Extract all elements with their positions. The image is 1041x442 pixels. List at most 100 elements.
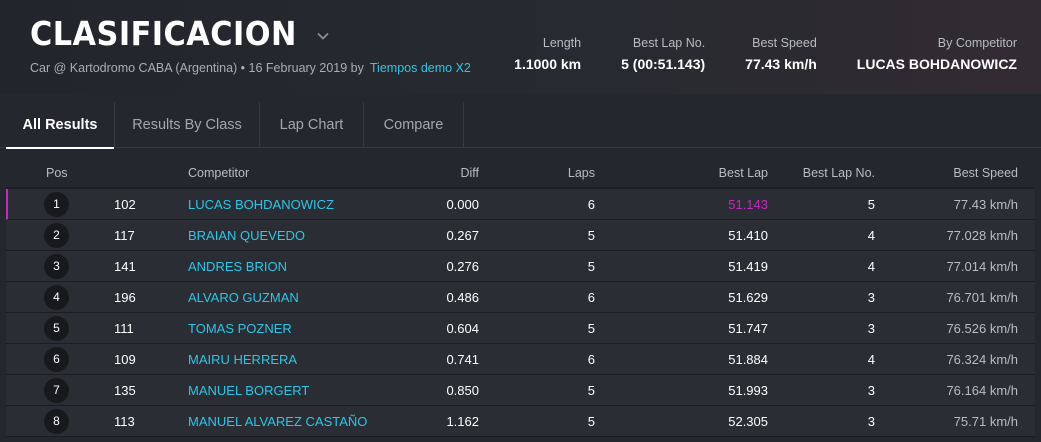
stat-value: 5 (00:51.143) bbox=[621, 56, 706, 72]
best-lap-no-value: 4 bbox=[867, 259, 875, 274]
best-lap-value: 51.143 bbox=[728, 197, 768, 212]
competitor-link[interactable]: TOMAS POZNER bbox=[188, 321, 292, 336]
diff-value: 0.741 bbox=[446, 352, 479, 367]
organizer-link[interactable]: Tiempos demo X2 bbox=[369, 61, 471, 75]
competitor-link[interactable]: ANDRES BRION bbox=[188, 259, 287, 274]
stat-by-competitor: By Competitor LUCAS BOHDANOWICZ bbox=[857, 36, 1017, 72]
stat-label: Best Speed bbox=[752, 36, 817, 50]
stat-label: Length bbox=[542, 36, 582, 50]
column-header-laps[interactable]: Laps bbox=[567, 166, 595, 180]
position-badge: 2 bbox=[44, 223, 69, 248]
diff-value: 0.276 bbox=[446, 259, 479, 274]
best-lap-value: 52.305 bbox=[728, 414, 768, 429]
best-lap-no-value: 4 bbox=[867, 228, 875, 243]
best-lap-value: 51.629 bbox=[728, 290, 768, 305]
session-header: CLASIFICACION Car @ Kartodromo CABA (Arg… bbox=[0, 0, 1041, 94]
laps-value: 5 bbox=[587, 414, 595, 429]
table-row[interactable]: 8 113 MANUEL ALVAREZ CASTAÑO 1.162 5 52.… bbox=[6, 406, 1035, 437]
position-badge: 8 bbox=[44, 409, 69, 434]
position-badge: 7 bbox=[44, 378, 69, 403]
table-row[interactable]: 6 109 MAIRU HERRERA 0.741 6 51.884 4 76.… bbox=[6, 344, 1035, 375]
best-lap-value: 51.419 bbox=[728, 259, 768, 274]
tab-bar: All Results Results By Class Lap Chart C… bbox=[0, 94, 1041, 149]
best-speed-value: 76.526 km/h bbox=[946, 321, 1018, 336]
competitor-link[interactable]: ALVARO GUZMAN bbox=[188, 290, 299, 305]
kart-number: 196 bbox=[114, 290, 136, 305]
column-header-best-speed[interactable]: Best Speed bbox=[953, 166, 1018, 180]
stat-label: By Competitor bbox=[937, 36, 1017, 50]
best-lap-value: 51.884 bbox=[728, 352, 768, 367]
best-lap-no-value: 3 bbox=[867, 414, 875, 429]
stat-value: 1.1000 km bbox=[514, 56, 582, 72]
stat-best-lap-no: Best Lap No. 5 (00:51.143) bbox=[621, 36, 705, 72]
best-speed-value: 77.028 km/h bbox=[946, 228, 1018, 243]
best-speed-value: 77.43 km/h bbox=[953, 197, 1018, 212]
diff-value: 0.604 bbox=[446, 321, 479, 336]
stat-best-speed: Best Speed 77.43 km/h bbox=[745, 36, 817, 72]
position-badge: 6 bbox=[44, 347, 69, 372]
stat-label: Best Lap No. bbox=[632, 36, 706, 50]
laps-value: 6 bbox=[587, 197, 595, 212]
session-subtitle: Car @ Kartodromo CABA (Argentina) • 16 F… bbox=[30, 61, 471, 75]
diff-value: 0.850 bbox=[446, 383, 479, 398]
session-stats: Length 1.1000 km Best Lap No. 5 (00:51.1… bbox=[514, 36, 1017, 72]
best-lap-no-value: 3 bbox=[867, 383, 875, 398]
best-lap-no-value: 5 bbox=[867, 197, 875, 212]
best-speed-value: 76.701 km/h bbox=[946, 290, 1018, 305]
best-lap-no-value: 3 bbox=[867, 321, 875, 336]
kart-number: 111 bbox=[114, 321, 134, 336]
kart-number: 109 bbox=[114, 352, 136, 367]
laps-value: 5 bbox=[587, 383, 595, 398]
kart-number: 113 bbox=[114, 414, 135, 429]
tab-compare[interactable]: Compare bbox=[364, 102, 464, 148]
table-row[interactable]: 4 196 ALVARO GUZMAN 0.486 6 51.629 3 76.… bbox=[6, 282, 1035, 313]
page-title: CLASIFICACION bbox=[30, 14, 297, 53]
best-lap-no-value: 4 bbox=[867, 352, 875, 367]
stat-value: LUCAS BOHDANOWICZ bbox=[856, 56, 1017, 72]
column-header-best-lap[interactable]: Best Lap bbox=[718, 166, 768, 180]
laps-value: 6 bbox=[587, 290, 595, 305]
kart-number: 117 bbox=[114, 228, 135, 243]
table-row[interactable]: 1 102 LUCAS BOHDANOWICZ 0.000 6 51.143 5… bbox=[6, 189, 1035, 220]
column-header-best-lap-no[interactable]: Best Lap No. bbox=[802, 166, 875, 180]
position-badge: 5 bbox=[44, 316, 69, 341]
diff-value: 1.162 bbox=[446, 414, 479, 429]
stat-value: 77.43 km/h bbox=[745, 56, 817, 72]
kart-number: 102 bbox=[114, 197, 136, 212]
position-badge: 3 bbox=[44, 254, 69, 279]
tab-lap-chart[interactable]: Lap Chart bbox=[260, 102, 364, 148]
tab-results-by-class[interactable]: Results By Class bbox=[115, 102, 260, 148]
best-lap-value: 51.410 bbox=[728, 228, 768, 243]
table-row[interactable]: 3 141 ANDRES BRION 0.276 5 51.419 4 77.0… bbox=[6, 251, 1035, 282]
diff-value: 0.267 bbox=[446, 228, 479, 243]
diff-value: 0.000 bbox=[446, 197, 479, 212]
competitor-link[interactable]: BRAIAN QUEVEDO bbox=[188, 228, 306, 243]
title-row[interactable]: CLASIFICACION bbox=[30, 14, 330, 53]
best-speed-value: 77.014 km/h bbox=[946, 259, 1018, 274]
kart-number: 135 bbox=[114, 383, 136, 398]
competitor-link[interactable]: LUCAS BOHDANOWICZ bbox=[188, 197, 334, 212]
column-header-diff[interactable]: Diff bbox=[460, 166, 479, 180]
competitor-link[interactable]: MAIRU HERRERA bbox=[188, 352, 298, 367]
best-lap-value: 51.993 bbox=[728, 383, 768, 398]
stat-length: Length 1.1000 km bbox=[514, 36, 581, 72]
best-lap-value: 51.747 bbox=[728, 321, 768, 336]
column-header-competitor[interactable]: Competitor bbox=[188, 166, 250, 180]
best-speed-value: 75.71 km/h bbox=[953, 414, 1018, 429]
competitor-link[interactable]: MANUEL ALVAREZ CASTAÑO bbox=[188, 414, 368, 429]
best-lap-no-value: 3 bbox=[867, 290, 875, 305]
chevron-down-icon[interactable] bbox=[316, 29, 330, 43]
best-speed-value: 76.324 km/h bbox=[946, 352, 1018, 367]
position-badge: 1 bbox=[44, 192, 69, 217]
laps-value: 5 bbox=[587, 228, 595, 243]
table-row[interactable]: 7 135 MANUEL BORGERT 0.850 5 51.993 3 76… bbox=[6, 375, 1035, 406]
table-row[interactable]: 2 117 BRAIAN QUEVEDO 0.267 5 51.410 4 77… bbox=[6, 220, 1035, 251]
table-row[interactable]: 5 111 TOMAS POZNER 0.604 5 51.747 3 76.5… bbox=[6, 313, 1035, 344]
competitor-link[interactable]: MANUEL BORGERT bbox=[188, 383, 310, 398]
table-header: Pos Competitor Diff Laps Best Lap Best L… bbox=[6, 158, 1035, 189]
results-table: Pos Competitor Diff Laps Best Lap Best L… bbox=[6, 158, 1035, 437]
column-header-pos[interactable]: Pos bbox=[46, 166, 68, 180]
tab-all-results[interactable]: All Results bbox=[6, 102, 115, 149]
laps-value: 6 bbox=[587, 352, 595, 367]
kart-number: 141 bbox=[114, 259, 136, 274]
